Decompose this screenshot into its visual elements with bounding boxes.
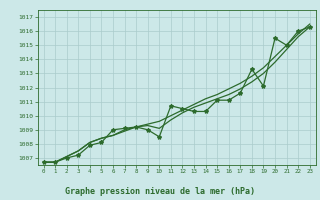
Text: Graphe pression niveau de la mer (hPa): Graphe pression niveau de la mer (hPa): [65, 187, 255, 196]
